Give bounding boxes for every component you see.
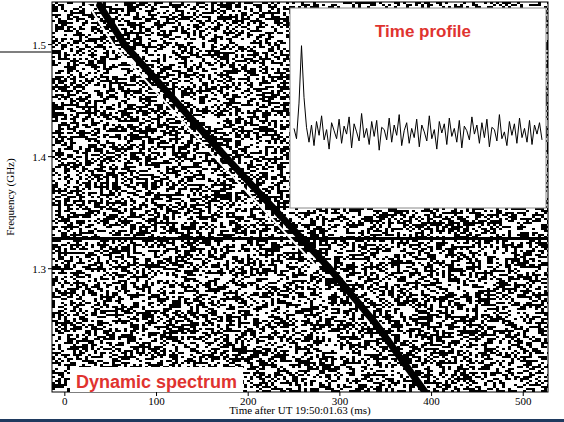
- pointer-line: [0, 51, 52, 53]
- bottom-bar: [0, 419, 564, 422]
- annotation-group: Dynamic spectrum: [70, 367, 243, 392]
- inset-title: Time profile: [375, 22, 471, 41]
- annotation: Dynamic spectrum: [76, 372, 237, 392]
- y-tick: [48, 156, 52, 157]
- x-tick-label: 500: [515, 395, 532, 407]
- plot-frame: [52, 2, 548, 392]
- time-profile-line: [294, 46, 542, 151]
- y-tick-label: 1.5: [32, 39, 46, 51]
- chart: 01002003004005001.31.41.5Time after UT 1…: [0, 0, 564, 422]
- y-tick: [48, 44, 52, 45]
- y-tick-label: 1.3: [32, 263, 46, 275]
- x-tick-label: 100: [148, 395, 165, 407]
- x-axis-title: Time after UT 19:50:01.63 (ms): [229, 404, 371, 417]
- y-tick: [48, 268, 52, 269]
- x-tick-label: 400: [423, 395, 440, 407]
- annotation-patch: [70, 367, 243, 392]
- y-tick-label: 1.4: [32, 151, 46, 163]
- inset-box: [290, 8, 546, 208]
- y-axis-title: Frequency (GHz): [4, 158, 17, 236]
- x-tick-label: 0: [62, 395, 68, 407]
- noise-texture: [52, 2, 548, 392]
- plot-data: [52, 5, 548, 392]
